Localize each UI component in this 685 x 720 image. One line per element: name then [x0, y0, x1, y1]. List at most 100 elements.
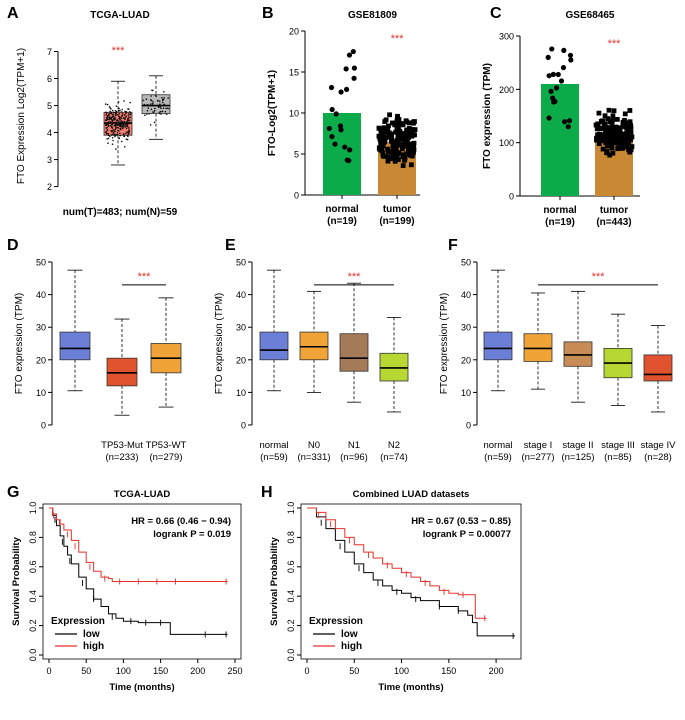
panel-D-ylabel: FTO expression (TPM) — [14, 293, 25, 395]
panel-A-point — [117, 107, 120, 110]
panel-letter-E: E — [225, 237, 236, 254]
panel-A-point — [160, 113, 162, 115]
panel-A-point — [128, 129, 130, 132]
panel-A-point — [124, 125, 126, 127]
panel-A-point — [163, 104, 165, 106]
panel-A-point — [114, 134, 117, 137]
panel-C-point — [609, 127, 615, 133]
panel-B-point — [394, 142, 399, 147]
panel-C-point — [603, 140, 609, 146]
panel-A-point — [118, 124, 120, 127]
y-tick-label: 0.6 — [286, 561, 296, 574]
panel-A-point — [115, 120, 118, 122]
y-tick-label: 40 — [236, 290, 246, 300]
panel-A-footer: num(T)=483; num(N)=59 — [63, 207, 178, 218]
panel-C-point — [545, 54, 551, 60]
panel-B-point — [397, 135, 403, 141]
panel-H: H Combined LUAD datasets 0.0 0.2 0.4 0.6 0.8 1.… — [261, 484, 522, 693]
panel-A-point — [106, 103, 109, 106]
panel-A-point — [147, 104, 149, 106]
panel-A-point — [120, 128, 122, 131]
panel-F-box-2-box — [563, 341, 593, 367]
panel-A-point — [116, 123, 119, 125]
panel-C-point — [627, 149, 633, 155]
y-tick-label: 30 — [461, 323, 471, 333]
panel-C-point — [628, 123, 634, 128]
panel-A-point — [159, 110, 162, 113]
panel-B-point — [376, 133, 382, 139]
panel-G-curve-low — [49, 507, 228, 635]
panel-B-point — [342, 144, 348, 150]
panel-B-point — [389, 131, 394, 137]
panel-A-point — [105, 119, 108, 121]
panel-A-point — [153, 121, 156, 124]
panel-A-point — [119, 118, 121, 121]
panel-F-count-4: (n=28) — [644, 452, 672, 463]
x-tick-label: 100 — [116, 666, 131, 676]
panel-C-point — [625, 127, 631, 132]
panel-E-box-3-box — [379, 352, 409, 382]
panel-A-point — [117, 120, 120, 122]
panel-letter-G: G — [7, 484, 19, 501]
panel-H-curve-high — [307, 507, 487, 619]
panel-A-point — [159, 106, 162, 108]
y-tick-label: 20 — [289, 27, 299, 37]
panel-C-point — [615, 140, 620, 146]
panel-B: B GSE8180905101520FTO-Log2(TPM+1)normal(n… — [262, 5, 420, 227]
panel-A-point — [112, 113, 114, 116]
y-tick-label: 30 — [236, 323, 246, 333]
panel-B-point — [328, 84, 335, 91]
panel-B-point — [411, 149, 416, 155]
panel-B-point — [388, 156, 394, 161]
panel-A-point — [113, 130, 116, 133]
y-tick-label: 0 — [466, 421, 471, 431]
panel-C-point — [609, 145, 615, 151]
y-tick-label: 15 — [289, 68, 299, 78]
panel-C-point — [604, 149, 610, 154]
panel-C-point — [614, 116, 620, 122]
panel-B-point — [403, 135, 409, 141]
panel-A-point — [111, 136, 114, 139]
panel-A-point — [124, 116, 126, 119]
panel-A-point — [111, 122, 114, 125]
panel-C-point — [618, 131, 623, 137]
y-tick-label: 0 — [241, 421, 246, 431]
panel-B-point — [395, 150, 400, 156]
panel-F-xlabel-0: normal — [483, 440, 512, 451]
y-tick-label: 0.8 — [28, 531, 38, 544]
panel-G-title: TCGA-LUAD — [114, 489, 171, 500]
panel-B-point — [350, 48, 356, 55]
panel-B-point — [351, 75, 357, 81]
panel-E-count-2: (n=96) — [340, 452, 368, 463]
panel-letter-D: D — [7, 237, 19, 254]
panel-B-point — [347, 147, 353, 153]
panel-A-point — [150, 103, 152, 105]
panel-A-point — [167, 97, 170, 99]
panel-A-point — [146, 110, 149, 112]
panel-C-point — [593, 122, 599, 128]
panel-A-point — [105, 132, 108, 135]
panel-A-point — [154, 107, 156, 110]
panel-D-box-1-box — [106, 357, 138, 387]
panel-C-point — [601, 123, 607, 128]
panel-A-point — [109, 112, 111, 115]
panel-A-point — [126, 125, 129, 128]
panel-B-point — [332, 141, 338, 147]
panel-A-point — [165, 113, 168, 116]
panel-A-point — [153, 109, 156, 112]
panel-B-point — [402, 141, 407, 147]
panel-A-point — [123, 100, 125, 102]
panel-B-point — [390, 144, 396, 150]
panel-B-point — [338, 127, 344, 133]
panel-B-point — [385, 154, 391, 160]
panel-C-point — [560, 65, 567, 71]
panel-C-point — [603, 132, 609, 138]
panel-A-point — [112, 115, 115, 118]
panel-A-point — [110, 121, 112, 124]
x-tick-label: 50 — [349, 666, 359, 676]
panel-B-point — [381, 130, 386, 136]
panel-C-point — [605, 116, 611, 121]
panel-G-curve-high — [49, 507, 228, 582]
panel-C-point — [620, 131, 626, 137]
panel-B-point — [387, 112, 392, 118]
